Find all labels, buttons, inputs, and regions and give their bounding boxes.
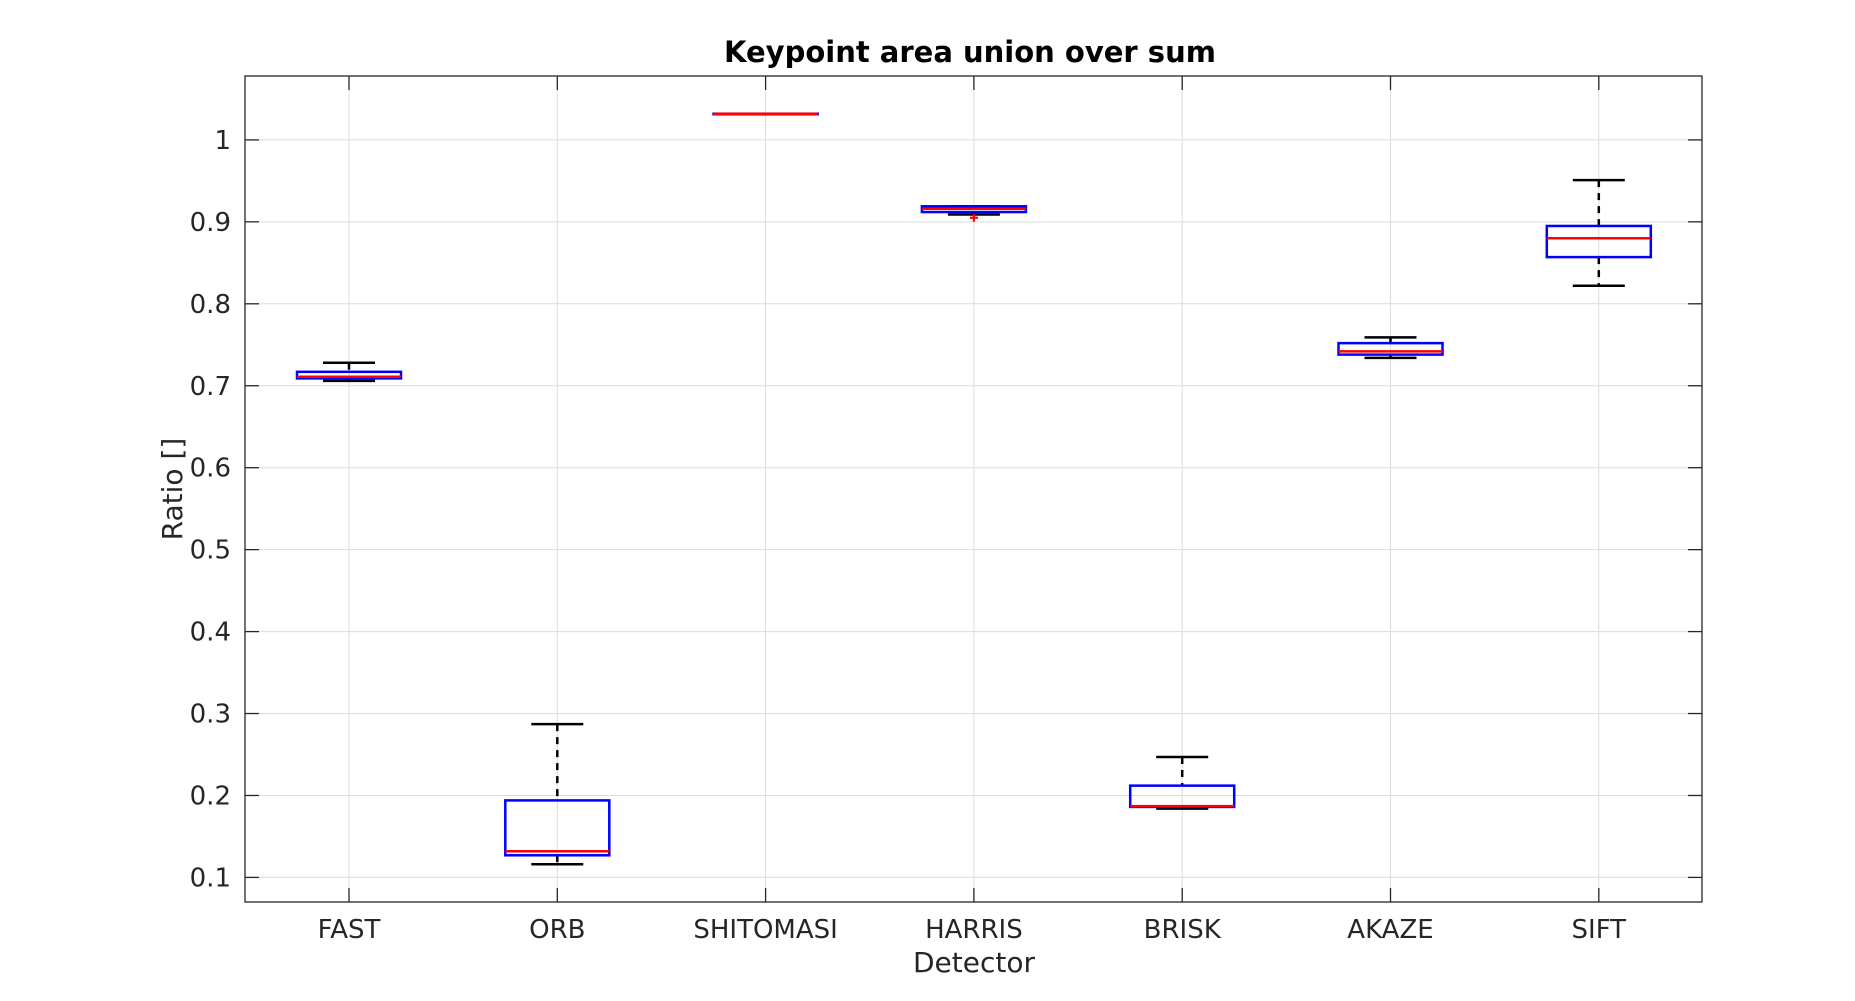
- box-akaze: [1337, 336, 1444, 360]
- x-tick-label: SIFT: [1572, 915, 1627, 945]
- x-tick-label: FAST: [318, 915, 381, 945]
- y-tick-label: 1: [214, 126, 231, 156]
- y-tick-label: 0.1: [190, 863, 231, 893]
- x-tick-label: BRISK: [1144, 915, 1222, 945]
- box-iqr: [295, 370, 403, 380]
- y-tick-label: 0.3: [190, 700, 231, 730]
- axis-ticks: 0.1 0.2 0.3 0.4 0.5 0.6 0.7 0.8 0.9 1 FAST ORB SHITO…: [190, 76, 1702, 945]
- x-tick-label: HARRIS: [925, 915, 1023, 945]
- y-tick-label: 0.4: [190, 618, 231, 648]
- y-tick-label: 0.2: [190, 781, 231, 811]
- box-shitomasi: [712, 112, 819, 116]
- box-harris: [920, 205, 1028, 222]
- y-tick-label: 0.5: [190, 536, 231, 566]
- box-iqr: [1545, 224, 1653, 259]
- box-orb: [504, 722, 611, 866]
- y-tick-label: 0.8: [190, 290, 231, 320]
- y-tick-label: 0.9: [190, 208, 231, 238]
- y-axis-label: Ratio []: [156, 438, 189, 541]
- x-tick-label: ORB: [529, 915, 585, 945]
- x-axis-label: Detector: [913, 946, 1035, 979]
- box-iqr: [1337, 341, 1444, 356]
- box-sift: [1545, 178, 1653, 288]
- x-tick-label: AKAZE: [1347, 915, 1433, 945]
- box-brisk: [1128, 755, 1236, 810]
- y-tick-label: 0.7: [190, 372, 231, 402]
- grid-lines: [245, 76, 1702, 902]
- box-fast: [295, 361, 403, 383]
- chart-title: Keypoint area union over sum: [724, 35, 1216, 69]
- box-iqr: [504, 799, 611, 857]
- y-tick-label: 0.6: [190, 454, 231, 484]
- x-tick-label: SHITOMASI: [693, 915, 837, 945]
- box-plot-marks: [295, 112, 1653, 866]
